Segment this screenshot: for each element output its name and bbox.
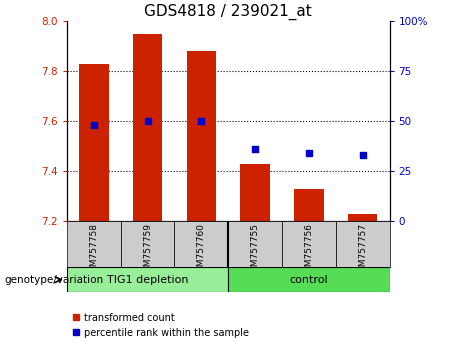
Bar [228, 221, 282, 267]
Point [198, 119, 205, 124]
Text: GSM757756: GSM757756 [304, 223, 313, 278]
Text: GSM757760: GSM757760 [197, 223, 206, 278]
Bar [240, 164, 270, 221]
Bar [79, 64, 108, 221]
Bar [348, 214, 378, 221]
Point [144, 119, 151, 124]
Bar [133, 34, 162, 221]
Bar [121, 221, 174, 267]
Bar [336, 221, 390, 267]
Text: GSM757757: GSM757757 [358, 223, 367, 278]
Text: TIG1 depletion: TIG1 depletion [107, 275, 188, 285]
Title: GDS4818 / 239021_at: GDS4818 / 239021_at [144, 4, 312, 20]
Text: genotype/variation: genotype/variation [5, 275, 104, 285]
Bar [228, 267, 390, 292]
Bar [282, 221, 336, 267]
Legend: transformed count, percentile rank within the sample: transformed count, percentile rank withi… [72, 313, 249, 338]
Text: GSM757755: GSM757755 [251, 223, 260, 278]
Point [90, 122, 97, 128]
Bar [174, 221, 228, 267]
Bar [187, 51, 216, 221]
Bar [294, 189, 324, 221]
Text: GSM757759: GSM757759 [143, 223, 152, 278]
Point [251, 147, 259, 152]
Text: GSM757758: GSM757758 [89, 223, 98, 278]
Bar [67, 267, 228, 292]
Text: control: control [290, 275, 328, 285]
Bar [67, 221, 121, 267]
Point [359, 153, 366, 158]
Point [305, 150, 313, 156]
